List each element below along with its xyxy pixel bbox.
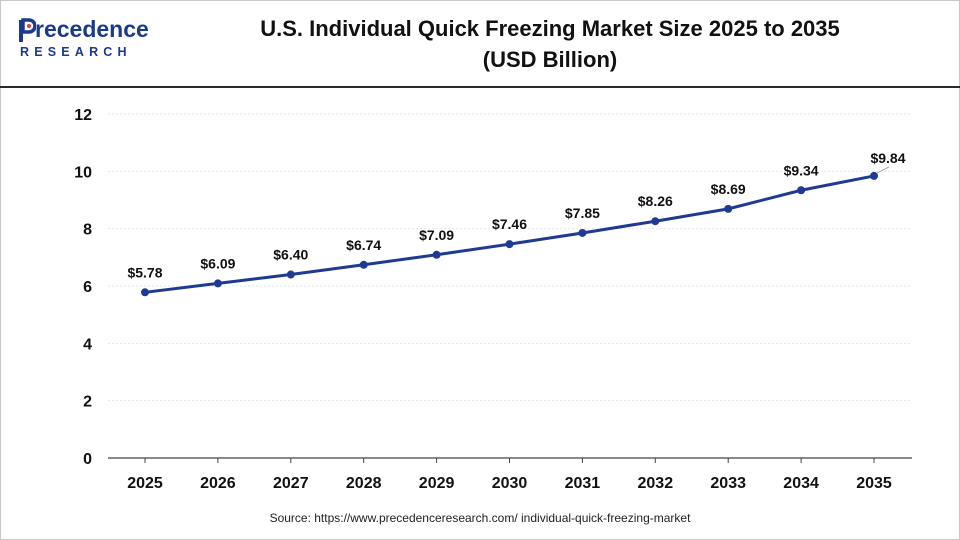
data-label: $7.85 xyxy=(565,205,600,221)
x-tick-label: 2031 xyxy=(565,475,601,492)
data-point xyxy=(505,240,514,249)
x-tick-label: 2026 xyxy=(200,475,236,492)
x-tick-label: 2025 xyxy=(127,475,163,492)
source-note: Source: https://www.precedenceresearch.c… xyxy=(269,511,691,525)
chart-header: recedence RESEARCH U.S. Individual Quick… xyxy=(0,0,960,88)
data-label: $7.09 xyxy=(419,227,454,243)
y-tick-label: 10 xyxy=(74,164,92,181)
y-tick-label: 12 xyxy=(74,107,92,124)
data-label: $8.69 xyxy=(711,181,746,197)
data-point xyxy=(578,228,587,237)
data-point xyxy=(286,270,295,279)
data-point xyxy=(651,217,660,226)
data-point xyxy=(213,279,222,288)
data-label: $6.40 xyxy=(273,247,308,263)
data-point xyxy=(141,288,149,297)
x-tick-label: 2030 xyxy=(492,475,528,492)
data-label: $9.84 xyxy=(870,150,905,166)
logo-subtitle: RESEARCH xyxy=(20,45,132,59)
x-tick-label: 2034 xyxy=(783,475,819,492)
y-tick-label: 2 xyxy=(83,394,92,411)
chart-title-line-1: U.S. Individual Quick Freezing Market Si… xyxy=(260,16,840,41)
data-point xyxy=(724,204,733,213)
data-point xyxy=(870,171,878,180)
x-tick-label: 2029 xyxy=(419,475,455,492)
data-label: $6.74 xyxy=(346,237,381,253)
y-tick-label: 4 xyxy=(83,336,92,353)
y-tick-label: 8 xyxy=(83,222,92,239)
data-label: $6.09 xyxy=(200,255,235,271)
data-label: $7.46 xyxy=(492,216,527,232)
chart-title-line-2: (USD Billion) xyxy=(482,47,618,72)
data-label: $8.26 xyxy=(638,193,673,209)
precedence-research-logo: recedence RESEARCH xyxy=(18,16,158,66)
data-point xyxy=(432,250,441,259)
logo-wordmark: recedence xyxy=(35,16,149,42)
x-tick-label: 2027 xyxy=(273,475,309,492)
data-point xyxy=(359,260,368,269)
series-line xyxy=(143,174,876,294)
x-tick-label: 2033 xyxy=(710,475,746,492)
x-tick-label: 2028 xyxy=(346,475,382,492)
data-label: $5.78 xyxy=(127,264,162,280)
x-tick-label: 2035 xyxy=(856,475,892,492)
logo-p-mark-icon xyxy=(19,18,36,42)
data-point xyxy=(797,186,806,195)
data-label-leader-line xyxy=(876,166,890,174)
x-tick-label: 2032 xyxy=(638,475,674,492)
chart-title: U.S. Individual Quick Freezing Market Si… xyxy=(230,13,870,75)
y-tick-label: 0 xyxy=(83,451,92,468)
y-tick-label: 6 xyxy=(83,279,92,296)
data-label: $9.34 xyxy=(784,162,819,178)
